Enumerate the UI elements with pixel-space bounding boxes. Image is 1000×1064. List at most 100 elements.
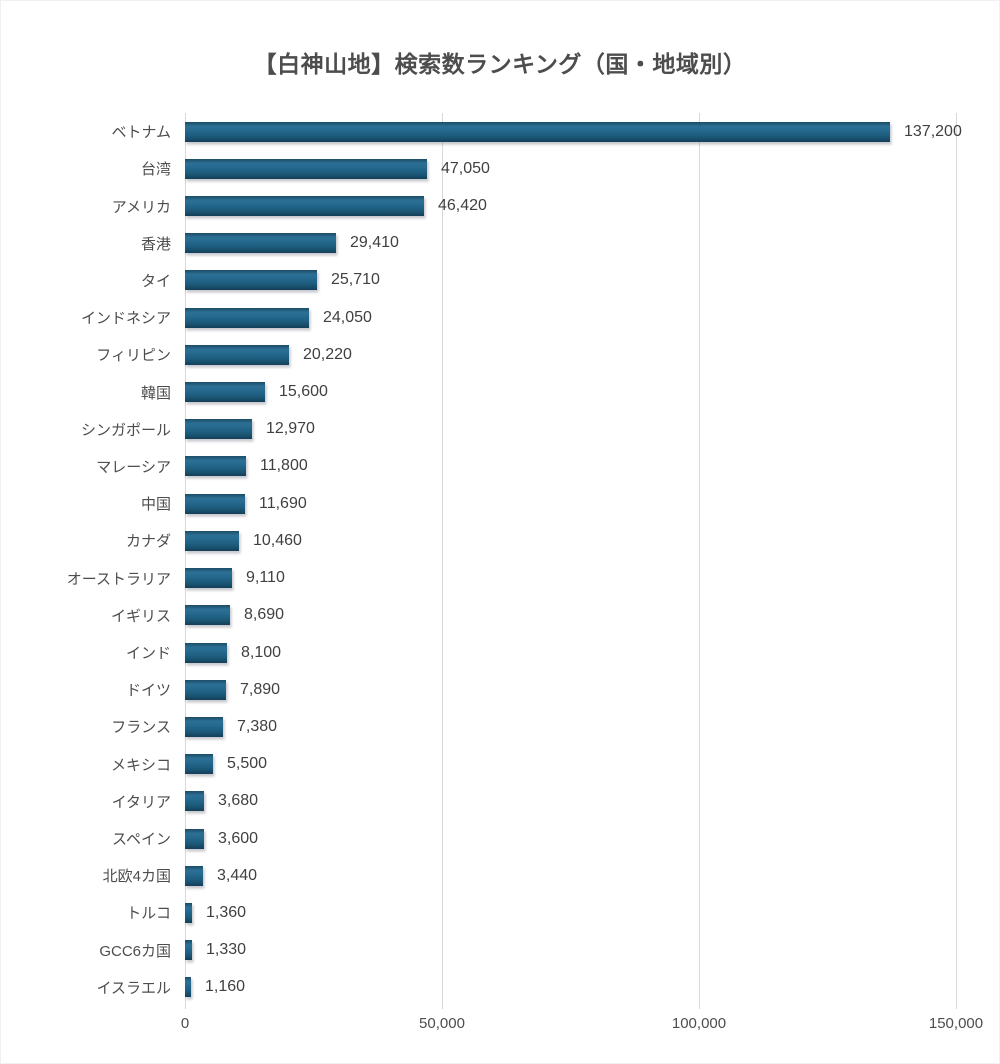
value-label: 25,710 (331, 271, 380, 289)
category-label: イタリア (111, 793, 171, 811)
category-label: オーストラリア (66, 570, 171, 588)
bar (185, 196, 424, 216)
category-label: カナダ (125, 533, 171, 551)
bar-row: イギリス 8,690 (1, 597, 999, 634)
bar (185, 940, 192, 961)
bar (185, 530, 239, 551)
plot-area (185, 113, 957, 1009)
category-label: スペイン (112, 831, 171, 849)
bar-row: メキシコ 5,500 (1, 746, 999, 783)
bar (185, 977, 191, 998)
value-label: 3,440 (217, 866, 258, 884)
category-label: イスラエル (96, 979, 171, 997)
category-label: シンガポール (80, 421, 171, 439)
bar-row: インド 8,100 (1, 634, 999, 671)
value-label: 1,330 (206, 941, 247, 959)
bar-row: イタリア 3,680 (1, 783, 999, 820)
chart-title: 【白神山地】検索数ランキング（国・地域別） (253, 51, 747, 77)
x-axis-tick-label: 0 (180, 1015, 190, 1032)
category-label: トルコ (126, 905, 171, 923)
value-label: 137,200 (904, 122, 962, 140)
bar (185, 456, 246, 477)
category-label: ベトナム (111, 124, 171, 142)
bar (185, 642, 227, 663)
value-label: 8,100 (241, 643, 282, 661)
value-label: 9,110 (246, 569, 285, 587)
value-label: 7,380 (237, 717, 278, 735)
value-label: 11,800 (260, 457, 308, 475)
bar (185, 791, 204, 812)
bar (185, 865, 203, 886)
category-label: 韓国 (140, 384, 171, 402)
value-label: 5,500 (227, 755, 268, 773)
bar-row: フィリピン 20,220 (1, 336, 999, 373)
bar (185, 233, 336, 254)
category-label: メキシコ (110, 756, 171, 774)
value-label: 47,050 (441, 159, 490, 177)
bar (185, 902, 192, 923)
bar (185, 568, 232, 589)
bar (185, 419, 252, 440)
bar (185, 493, 245, 514)
category-label: イギリス (110, 607, 171, 625)
category-label: フランス (111, 719, 171, 737)
bar (185, 828, 204, 849)
bar-row: トルコ 1,360 (1, 894, 999, 931)
bar (185, 270, 317, 291)
bar (185, 344, 289, 365)
bar (185, 307, 309, 328)
bar-row: 韓国 15,600 (1, 373, 999, 410)
category-label: GCC6カ国 (99, 942, 171, 960)
bar-row: シンガポール 12,970 (1, 411, 999, 448)
bar-row: ドイツ 7,890 (1, 671, 999, 708)
bar-row: インドネシア 24,050 (1, 299, 999, 336)
value-label: 10,460 (253, 531, 302, 549)
value-label: 3,680 (218, 792, 259, 810)
value-label: 15,600 (279, 383, 328, 401)
category-label: ドイツ (125, 682, 171, 700)
category-label: 北欧4カ国 (102, 868, 171, 886)
value-label: 8,690 (244, 606, 285, 624)
bar (185, 382, 265, 403)
gridline (442, 113, 443, 1009)
bar-row: ベトナム 137,200 (1, 113, 999, 150)
bar-row: 北欧4カ国 3,440 (1, 857, 999, 894)
value-label: 11,690 (259, 494, 307, 512)
gridline (699, 113, 700, 1009)
bar-row: 中国 11,690 (1, 485, 999, 522)
value-label: 20,220 (303, 345, 352, 363)
bar-row: アメリカ 46,420 (1, 187, 999, 224)
bar (185, 716, 223, 737)
bar-row: 台湾 47,050 (1, 150, 999, 187)
category-label: 台湾 (140, 161, 171, 179)
bar-row: スペイン 3,600 (1, 820, 999, 857)
x-axis-tick-label: 150,000 (928, 1015, 984, 1032)
category-label: インド (125, 645, 171, 662)
bar-row: マレーシア 11,800 (1, 448, 999, 485)
bar-row: タイ 25,710 (1, 262, 999, 299)
value-label: 29,410 (350, 234, 399, 252)
value-label: 12,970 (266, 420, 315, 438)
bar-row: GCC6カ国 1,330 (1, 932, 999, 969)
bar (185, 679, 226, 700)
category-label: マレーシア (96, 458, 171, 476)
bar (185, 605, 230, 626)
bar-row: フランス 7,380 (1, 708, 999, 745)
category-label: タイ (140, 272, 171, 290)
category-label: 中国 (140, 496, 171, 514)
bar-row: イスラエル 1,160 (1, 969, 999, 1006)
value-label: 3,600 (218, 829, 259, 847)
category-label: 香港 (140, 235, 171, 253)
bar (185, 754, 213, 775)
bar (185, 121, 890, 142)
gridline (956, 113, 957, 1009)
category-label: アメリカ (111, 198, 171, 216)
x-axis-tick-label: 50,000 (419, 1015, 465, 1032)
value-label: 1,160 (205, 978, 246, 996)
category-label: フィリピン (96, 347, 171, 365)
value-label: 46,420 (438, 197, 487, 214)
x-axis-tick-label: 100,000 (671, 1015, 727, 1032)
value-label: 24,050 (323, 308, 372, 326)
bar-row: カナダ 10,460 (1, 522, 999, 559)
